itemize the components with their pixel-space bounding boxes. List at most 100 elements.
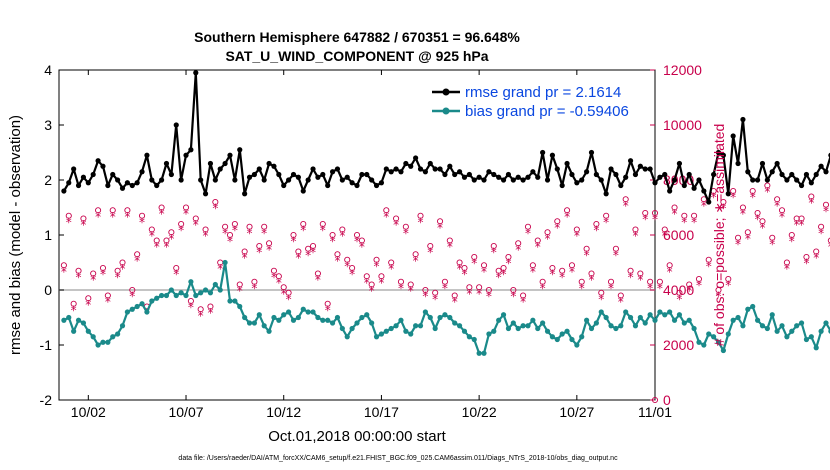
rmse-point: [461, 174, 468, 180]
bias-point: [80, 320, 87, 326]
assimilated-obs-point: *: [672, 207, 678, 221]
assimilated-obs-point: *: [217, 262, 223, 276]
rmse-point: [222, 160, 228, 167]
bias-point: [496, 317, 502, 323]
possible-obs-point: [285, 289, 292, 296]
assimilated-obs-point: *: [393, 218, 399, 232]
series-bias: [61, 259, 830, 356]
bias-point: [627, 314, 634, 321]
legend: rmse grand pr = 2.1614 bias grand pr = -…: [432, 84, 629, 120]
assimilated-obs-point: *: [256, 246, 262, 260]
bias-point: [388, 325, 394, 332]
bias-point: [75, 317, 82, 323]
assimilated-obs-point: *: [515, 243, 521, 257]
assimilated-obs-point: *: [676, 292, 682, 306]
possible-obs-point: [485, 286, 492, 294]
bias-point: [66, 314, 72, 321]
rmse-point: [339, 177, 345, 183]
possible-obs-point: [749, 187, 756, 195]
possible-obs-point: [593, 220, 600, 228]
bias-point: [486, 331, 492, 337]
assimilated-obs-point: *: [764, 185, 770, 199]
possible-obs-point: [529, 262, 536, 269]
bias-point: [676, 312, 683, 318]
possible-obs-point: [471, 253, 478, 261]
bias-point: [720, 347, 726, 354]
assimilated-obs-point: *: [105, 295, 111, 309]
possible-obs-point: [705, 256, 712, 263]
bias-point: [85, 328, 91, 334]
bias-point: [530, 317, 536, 323]
bias-point: [754, 317, 761, 323]
assimilated-obs-point: *: [657, 281, 663, 295]
rmse-point: [388, 169, 394, 175]
assimilated-obs-point: *: [247, 226, 253, 240]
assimilated-obs-point: *: [696, 279, 702, 293]
assimilated-obs-point: *: [608, 281, 614, 295]
possible-obs-point: [651, 209, 659, 217]
bias-point: [794, 323, 800, 329]
bias-point: [686, 317, 692, 323]
right-tick-label: 0: [663, 392, 671, 408]
assimilated-obs-point: *: [730, 191, 736, 205]
assimilated-obs-point: *: [457, 262, 463, 276]
rmse-point: [715, 149, 722, 156]
bias-point: [378, 331, 385, 337]
possible-obs-point: [642, 209, 649, 217]
possible-obs-point: [251, 278, 258, 285]
possible-obs-point: [70, 300, 77, 307]
assimilated-obs-point: *: [90, 273, 96, 287]
series-assimilated-obs: * * * * * * * * * * * * * * * * * * * * * * * * * * * * * * * * * * * * * * * *…: [61, 185, 830, 323]
possible-obs-point: [80, 215, 87, 222]
assimilated-obs-point: *: [76, 270, 82, 284]
bias-point: [789, 328, 795, 334]
bias-point: [305, 309, 311, 315]
rmse-point: [124, 180, 130, 186]
rmse-point: [261, 177, 267, 183]
possible-obs-point: [720, 198, 727, 206]
assimilated-obs-point: *: [212, 202, 218, 216]
bias-point: [549, 334, 556, 340]
rmse-point: [158, 177, 165, 183]
rmse-point: [813, 171, 819, 178]
assimilated-obs-point: *: [579, 281, 585, 295]
rmse-point: [520, 177, 526, 183]
rmse-point: [735, 160, 741, 167]
possible-obs-point: [65, 212, 72, 219]
rmse-point: [540, 149, 546, 156]
bias-point: [466, 334, 472, 340]
rmse-point: [300, 188, 306, 194]
rmse-point: [320, 171, 326, 178]
possible-obs-point: [119, 259, 126, 266]
bias-point: [71, 328, 77, 334]
rmse-point: [168, 171, 174, 178]
rmse-point: [745, 169, 751, 175]
assimilated-obs-point: *: [437, 221, 443, 235]
possible-obs-point: [798, 215, 805, 222]
bias-point: [574, 342, 580, 348]
bias-point: [456, 323, 463, 329]
rmse-point: [720, 152, 726, 158]
bias-point: [779, 323, 785, 329]
assimilated-obs-point: *: [628, 270, 634, 284]
rmse-point: [544, 177, 551, 183]
bias-point: [222, 259, 228, 266]
x-axis-label: Oct.01,2018 00:00:00 start: [268, 428, 446, 445]
possible-obs-point: [695, 275, 703, 283]
bias-point: [657, 309, 663, 315]
rmse-point: [188, 147, 194, 153]
possible-obs-point: [476, 284, 483, 291]
rmse-point: [413, 155, 419, 161]
rmse-point: [198, 177, 204, 183]
rmse-point: [246, 174, 253, 180]
possible-obs-point: [212, 198, 219, 206]
possible-obs-point: [339, 226, 346, 233]
assimilated-obs-point: *: [320, 224, 326, 238]
assimilated-obs-point: *: [168, 232, 174, 246]
x-tick-label: 10/17: [364, 404, 399, 420]
possible-obs-point: [270, 267, 278, 274]
rmse-point: [80, 174, 87, 180]
assimilated-obs-point: *: [652, 213, 658, 227]
assimilated-obs-point: *: [124, 210, 130, 224]
assimilated-obs-point: *: [466, 287, 472, 301]
